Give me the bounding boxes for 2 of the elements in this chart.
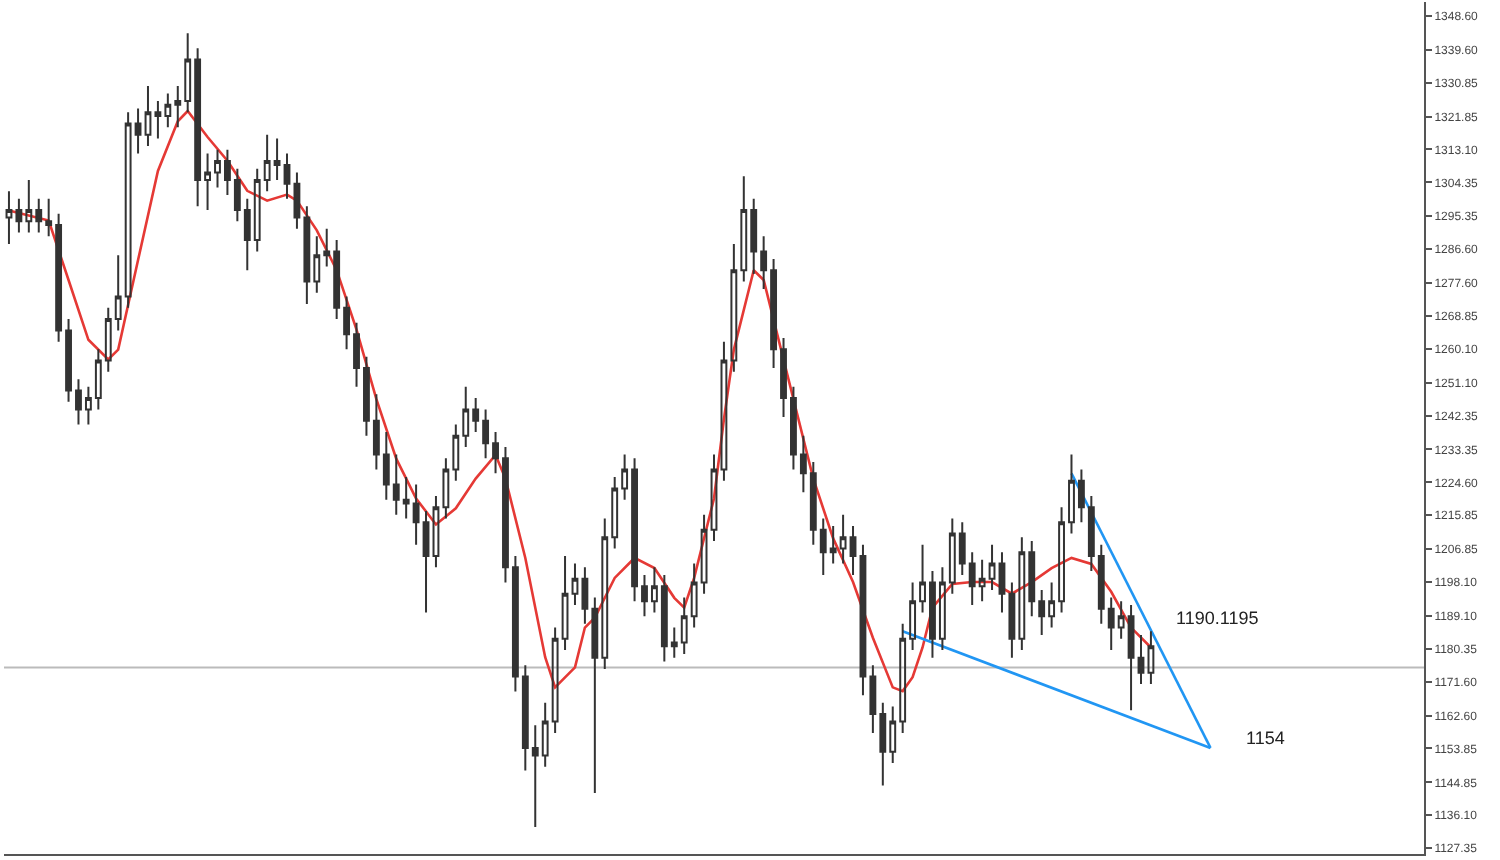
annotation: 1154 [1246,728,1285,748]
annotation: 1190.1195 [1176,608,1259,628]
